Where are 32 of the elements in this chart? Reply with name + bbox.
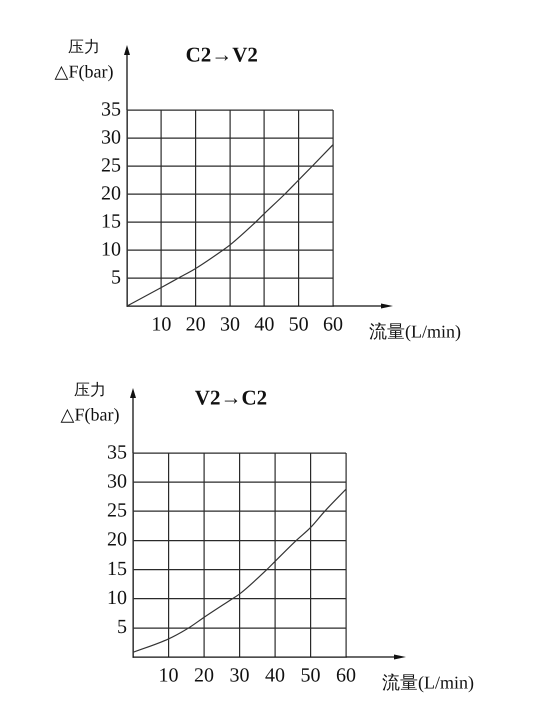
y-tick-label: 20: [101, 182, 121, 204]
chart-title: C2→V2: [186, 42, 258, 66]
x-tick-label: 60: [323, 313, 343, 336]
chart-title: V2→C2: [194, 385, 268, 410]
y-tick-label: 10: [101, 238, 121, 260]
y-tick-label: 5: [111, 266, 121, 288]
y-tick-label: 5: [117, 616, 127, 638]
y-tick-label: 15: [107, 558, 127, 580]
y-tick-label: 30: [107, 470, 127, 492]
y-axis-title: 压力 △F(bar): [60, 381, 120, 425]
y-tick-label: 35: [107, 441, 127, 464]
y-tick-label: 25: [107, 500, 127, 522]
x-tick-label: 50: [300, 664, 320, 686]
y-tick-label: 15: [101, 210, 121, 232]
x-tick-label: 30: [230, 664, 250, 686]
x-tick-label: 40: [254, 313, 274, 336]
x-tick-label: 40: [265, 664, 285, 686]
x-tick-label: 10: [151, 313, 172, 336]
y-tick-label: 30: [101, 126, 121, 148]
y-tick-label: 35: [101, 98, 121, 120]
x-axis-title: 流量(L/min): [369, 322, 461, 342]
x-tick-label: 10: [158, 664, 178, 686]
x-axis-title: 流量(L/min): [382, 672, 474, 693]
x-tick-label: 50: [288, 313, 309, 336]
x-tick-label: 30: [220, 313, 240, 336]
y-tick-label: 25: [101, 154, 121, 176]
y-axis-title: 压力 △F(bar): [54, 38, 114, 82]
x-tick-label: 20: [186, 313, 206, 336]
x-tick-label: 20: [194, 664, 214, 686]
y-tick-label: 20: [107, 528, 127, 551]
x-tick-label: 60: [336, 664, 356, 686]
y-tick-label: 10: [107, 586, 127, 609]
